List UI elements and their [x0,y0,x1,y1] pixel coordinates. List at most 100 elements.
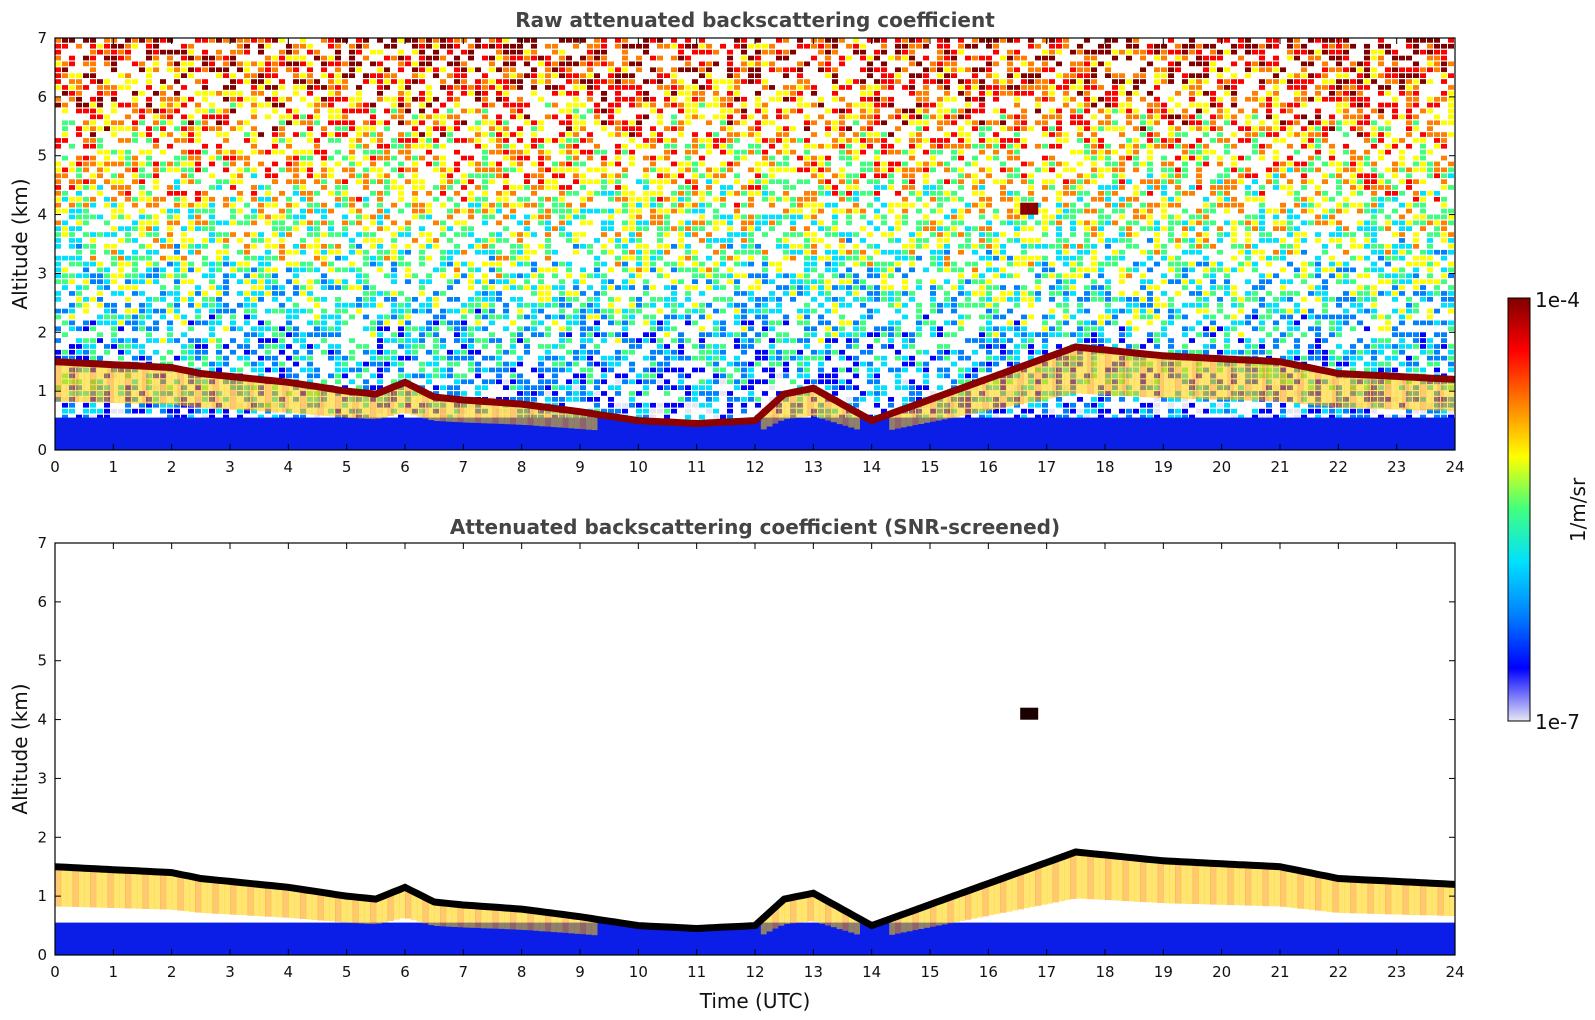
noise-cell [1343,108,1349,114]
noise-cell [965,91,971,96]
noise-cell [636,226,642,231]
noise-cell [258,38,264,43]
noise-cell [804,149,810,155]
noise-cell [923,85,929,90]
noise-cell [937,43,943,49]
noise-cell [566,191,572,196]
noise-cell [1168,126,1174,131]
noise-cell [1133,38,1139,43]
noise-cell [1413,196,1419,202]
noise-cell [167,238,173,243]
noise-cell [972,43,978,49]
noise-cell [1294,244,1300,249]
noise-cell [55,179,61,184]
noise-cell [895,114,901,120]
noise-cell [223,91,229,96]
noise-cell [293,49,299,55]
noise-cell [132,155,138,161]
noise-cell [349,167,355,173]
noise-cell [223,38,229,43]
noise-cell [972,108,978,114]
noise-cell [531,79,537,84]
noise-cell [412,61,418,67]
noise-cell [1168,114,1174,120]
noise-cell [1280,108,1286,114]
noise-cell [881,138,887,143]
noise-cell [62,196,68,202]
noise-cell [1427,238,1433,243]
noise-cell [748,249,754,255]
noise-cell [426,132,432,137]
noise-cell [314,149,320,155]
noise-cell [188,138,194,143]
noise-cell [1427,96,1433,102]
noise-cell [279,96,285,102]
noise-cell [139,161,145,167]
noise-cell [1280,208,1286,214]
noise-cell [734,132,740,137]
noise-cell [937,73,943,78]
noise-cell [111,232,117,237]
noise-cell [1420,143,1426,149]
noise-cell [608,85,614,90]
noise-cell [545,155,551,161]
noise-cell [909,79,915,84]
noise-cell [307,79,313,84]
noise-cell [874,132,880,137]
noise-cell [1126,202,1132,208]
noise-cell [517,38,523,43]
noise-cell [405,79,411,84]
noise-cell [181,161,187,167]
noise-cell [552,114,558,120]
noise-cell [1371,220,1377,226]
noise-cell [825,61,831,67]
noise-cell [923,138,929,143]
noise-cell [923,202,929,208]
noise-cell [503,132,509,137]
noise-cell [349,49,355,55]
noise-cell [510,244,516,249]
noise-cell [1322,191,1328,196]
noise-cell [902,161,908,167]
noise-cell [965,244,971,249]
noise-cell [174,167,180,173]
noise-cell [1084,49,1090,55]
noise-cell [944,226,950,231]
noise-cell [223,67,229,73]
noise-cell [1119,161,1125,167]
noise-cell [1406,143,1412,149]
noise-cell [125,43,131,49]
noise-cell [979,226,985,231]
noise-cell [1399,214,1405,220]
noise-cell [1098,138,1104,143]
noise-cell [510,49,516,55]
noise-cell [671,91,677,96]
noise-cell [1210,120,1216,126]
noise-cell [1427,173,1433,179]
noise-cell [503,167,509,173]
noise-cell [1182,73,1188,78]
noise-cell [1007,143,1013,149]
noise-cell [937,191,943,196]
noise-cell [1063,91,1069,96]
noise-cell [503,73,509,78]
noise-cell [965,202,971,208]
noise-cell [1336,202,1342,208]
noise-cell [1056,220,1062,226]
noise-cell [832,73,838,78]
noise-cell [377,38,383,43]
noise-cell [1077,208,1083,214]
noise-cell [265,96,271,102]
noise-cell [566,261,572,267]
noise-cell [790,138,796,143]
noise-cell [1231,185,1237,190]
noise-cell [1343,96,1349,102]
noise-cell [1161,202,1167,208]
noise-cell [398,49,404,55]
noise-cell [1105,67,1111,73]
noise-cell [650,126,656,131]
noise-cell [1091,85,1097,90]
noise-cell [804,191,810,196]
noise-cell [748,149,754,155]
noise-cell [769,155,775,161]
